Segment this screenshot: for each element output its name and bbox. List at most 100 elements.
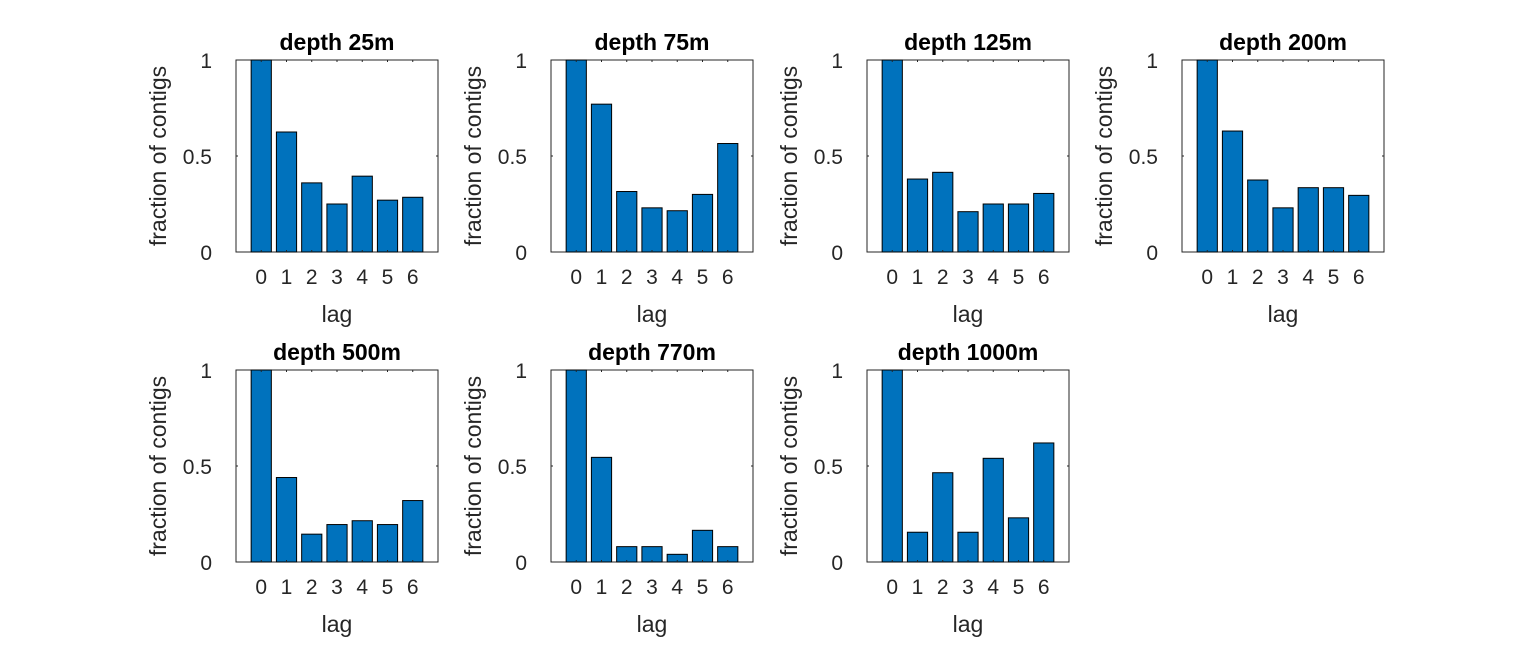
bar xyxy=(301,182,323,253)
bar xyxy=(1297,187,1319,253)
y-tick-label: 0 xyxy=(1146,242,1158,265)
x-tick-label: 2 xyxy=(306,266,318,289)
x-axis-label: lag xyxy=(1268,301,1299,327)
y-tick-label: 0.5 xyxy=(183,146,212,169)
x-tick-label: 1 xyxy=(281,576,293,599)
x-tick-label: 4 xyxy=(356,576,368,599)
chart-title: depth 75m xyxy=(594,29,709,55)
bar xyxy=(1348,194,1370,253)
x-tick-label: 5 xyxy=(382,266,394,289)
x-tick-label: 6 xyxy=(1353,266,1365,289)
bar xyxy=(906,531,929,563)
x-tick-label: 2 xyxy=(621,576,633,599)
x-tick-label: 1 xyxy=(912,576,924,599)
x-tick-label: 1 xyxy=(596,266,608,289)
bar xyxy=(717,143,739,253)
chart-title: depth 25m xyxy=(279,29,394,55)
x-tick-label: 4 xyxy=(987,266,999,289)
y-axis-label: fraction of contigs xyxy=(145,376,171,556)
bar xyxy=(376,524,399,563)
x-tick-label: 5 xyxy=(1328,266,1340,289)
y-tick-label: 0.5 xyxy=(498,456,527,479)
bar xyxy=(641,207,663,253)
bar xyxy=(691,193,714,253)
x-tick-label: 5 xyxy=(697,266,709,289)
bar xyxy=(1322,187,1345,253)
bar xyxy=(1196,59,1218,253)
x-tick-label: 0 xyxy=(570,576,582,599)
x-tick-label: 3 xyxy=(1277,266,1289,289)
x-tick-label: 6 xyxy=(722,266,734,289)
y-axis-label: fraction of contigs xyxy=(460,66,486,246)
x-tick-label: 4 xyxy=(671,266,683,289)
bar xyxy=(590,456,613,563)
bar xyxy=(641,546,663,563)
x-tick-label: 6 xyxy=(722,576,734,599)
bar xyxy=(616,191,638,253)
x-tick-label: 2 xyxy=(306,576,318,599)
x-tick-label: 0 xyxy=(1201,266,1213,289)
y-tick-label: 1 xyxy=(200,360,212,383)
x-tick-label: 6 xyxy=(407,576,419,599)
x-tick-label: 4 xyxy=(671,576,683,599)
bar xyxy=(881,369,903,563)
y-tick-label: 1 xyxy=(831,360,843,383)
bar xyxy=(932,171,954,253)
y-axis-label: fraction of contigs xyxy=(776,376,802,556)
x-tick-label: 1 xyxy=(1227,266,1239,289)
y-tick-label: 0.5 xyxy=(814,146,843,169)
x-tick-label: 3 xyxy=(331,266,343,289)
y-axis-label: fraction of contigs xyxy=(1091,66,1117,246)
y-tick-label: 0 xyxy=(200,242,212,265)
bar xyxy=(1272,207,1294,253)
bar xyxy=(351,520,373,563)
bar xyxy=(590,103,613,253)
bar xyxy=(275,131,298,253)
bar xyxy=(881,59,903,253)
x-tick-label: 4 xyxy=(987,576,999,599)
y-tick-label: 1 xyxy=(831,50,843,73)
x-tick-label: 0 xyxy=(886,266,898,289)
x-axis-label: lag xyxy=(322,611,353,637)
bar xyxy=(691,529,714,563)
bar xyxy=(1221,130,1244,253)
y-tick-label: 0.5 xyxy=(498,146,527,169)
bar xyxy=(376,199,399,253)
bar xyxy=(616,546,638,563)
bar xyxy=(906,178,929,253)
y-axis-label: fraction of contigs xyxy=(145,66,171,246)
y-tick-label: 1 xyxy=(515,360,527,383)
bar xyxy=(717,546,739,563)
x-axis-label: lag xyxy=(953,611,984,637)
bar xyxy=(326,524,348,563)
x-axis-label: lag xyxy=(637,301,668,327)
x-tick-label: 0 xyxy=(886,576,898,599)
x-tick-label: 5 xyxy=(1013,576,1025,599)
x-tick-label: 0 xyxy=(255,266,267,289)
bar xyxy=(932,472,954,563)
bar xyxy=(666,210,688,253)
bar xyxy=(1247,179,1269,253)
x-tick-label: 6 xyxy=(1038,266,1050,289)
x-tick-label: 3 xyxy=(962,576,974,599)
bar xyxy=(250,59,272,253)
x-tick-label: 3 xyxy=(962,266,974,289)
bar xyxy=(301,533,323,563)
bar xyxy=(957,211,979,253)
chart-title: depth 1000m xyxy=(898,339,1039,365)
x-tick-label: 4 xyxy=(1302,266,1314,289)
bar xyxy=(982,203,1004,253)
bar xyxy=(1033,442,1055,563)
x-axis-label: lag xyxy=(953,301,984,327)
x-tick-label: 4 xyxy=(356,266,368,289)
x-tick-label: 5 xyxy=(382,576,394,599)
x-tick-label: 1 xyxy=(281,266,293,289)
y-axis-label: fraction of contigs xyxy=(776,66,802,246)
bar xyxy=(957,531,979,563)
bar xyxy=(1033,192,1055,253)
y-tick-label: 0 xyxy=(200,552,212,575)
x-tick-label: 0 xyxy=(570,266,582,289)
